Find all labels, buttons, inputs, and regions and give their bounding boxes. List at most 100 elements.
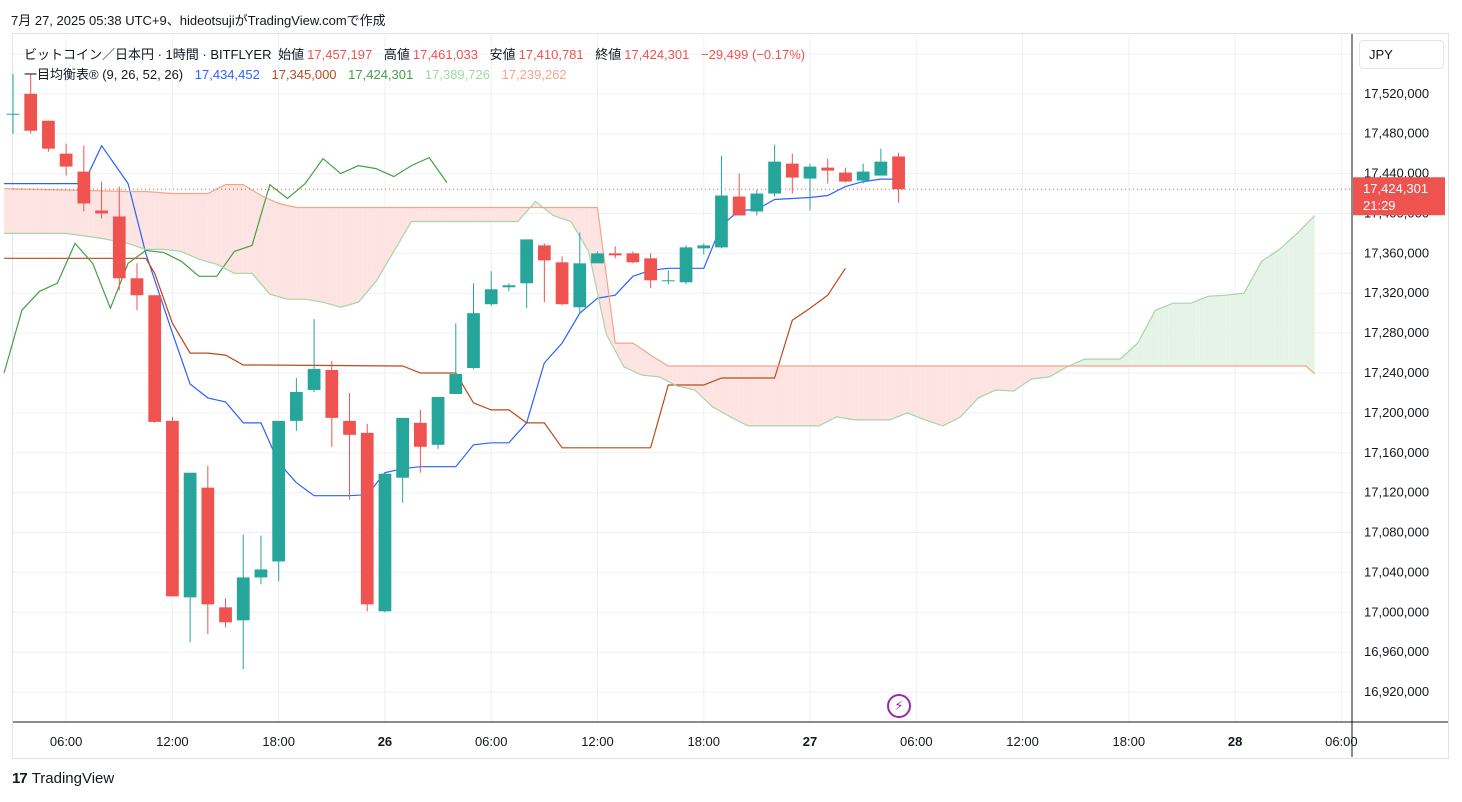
candle-body <box>537 245 551 261</box>
cloud-segment <box>1150 310 1156 367</box>
cloud-segment <box>553 207 558 217</box>
cloud-segment <box>278 203 284 298</box>
cloud-segment <box>863 366 868 420</box>
cloud-segment <box>336 207 341 308</box>
cloud-segment <box>1186 303 1191 367</box>
cloud-segment <box>1212 295 1218 367</box>
cloud-segment <box>167 193 173 251</box>
cloud-segment <box>1159 306 1165 367</box>
candle-body <box>254 569 268 578</box>
y-tick-label: 17,520,000 <box>1364 86 1429 101</box>
cloud-segment <box>579 207 585 244</box>
tenkan-value: 17,434,452 <box>194 67 260 82</box>
cloud-segment <box>1266 255 1271 367</box>
close-value: 17,424,301 <box>624 47 690 62</box>
span_b-line <box>4 184 1316 375</box>
x-tick-label: 06:00 <box>900 734 933 749</box>
y-tick-label: 17,000,000 <box>1364 604 1429 619</box>
cloud-segment <box>1137 334 1143 367</box>
candle-body <box>24 93 38 131</box>
cloud-segment <box>269 199 275 296</box>
cloud-segment <box>721 366 726 415</box>
candle-body <box>856 171 870 181</box>
cloud-segment <box>309 207 315 301</box>
cloud-segment <box>1119 355 1125 367</box>
cloud-segment <box>872 366 877 420</box>
cloud-segment <box>265 197 270 295</box>
cloud-segment <box>858 366 864 420</box>
cloud-segment <box>358 207 363 303</box>
cloud-segment <box>1084 359 1089 367</box>
cloud-segment <box>743 366 749 426</box>
lightning-event-icon[interactable]: ⚡ <box>887 694 911 718</box>
cloud-segment <box>234 184 239 274</box>
tradingview-logo[interactable]: 17 TradingView <box>12 770 114 787</box>
cloud-segment <box>1283 241 1289 367</box>
candle-body <box>803 166 817 179</box>
y-tick-label: 16,920,000 <box>1364 684 1429 699</box>
cloud-segment <box>929 366 935 423</box>
candle-body <box>626 253 640 263</box>
cloud-segment <box>752 366 757 426</box>
cloud-segment <box>221 184 226 269</box>
cloud-segment <box>787 366 793 426</box>
cloud-segment <box>495 207 501 222</box>
cloud-segment <box>393 207 399 252</box>
cloud-segment <box>331 207 337 306</box>
cloud-segment <box>920 366 926 420</box>
candle-body <box>591 253 604 264</box>
cloud-segment <box>105 191 111 241</box>
cloud-segment <box>1133 343 1138 367</box>
ohlc-legend-row: ビットコイン／日本円 · 1時間 · BITFLYER 始値 17,457,197… <box>24 45 808 65</box>
cloud-segment <box>779 366 784 426</box>
cloud-segment <box>761 366 766 426</box>
cloud-segment <box>632 343 638 374</box>
y-tick-label: 17,440,000 <box>1364 166 1429 181</box>
cloud-segment <box>486 207 492 222</box>
kijun-value: 17,345,000 <box>271 67 337 82</box>
cloud-segment <box>951 366 957 422</box>
candle-body <box>484 289 498 305</box>
cloud-segment <box>380 207 385 274</box>
cloud-segment <box>681 366 687 388</box>
cloud-segment <box>1044 366 1050 378</box>
cloud-segment <box>1305 219 1311 370</box>
price-tag-value: 17,424,301 <box>1363 181 1428 196</box>
cloud-segment <box>1270 252 1275 367</box>
cloud-segment <box>504 207 509 222</box>
cloud-segment <box>690 366 695 390</box>
cloud-segment <box>1257 261 1262 367</box>
cloud-segment <box>252 190 257 279</box>
cloud-segment <box>880 366 886 420</box>
cloud-segment <box>1142 326 1147 367</box>
symbol-label[interactable]: ビットコイン／日本円 · 1時間 · BITFLYER <box>24 47 272 62</box>
cloud-segment <box>739 366 744 424</box>
cloud-segment <box>898 366 904 417</box>
cloud-segment <box>181 193 186 254</box>
chart-frame[interactable] <box>12 33 1449 759</box>
cloud-segment <box>1013 366 1019 391</box>
cloud-segment <box>748 366 753 426</box>
candle-body <box>272 420 286 562</box>
cloud-segment <box>668 366 673 384</box>
cloud-segment <box>770 366 775 426</box>
cloud-segment <box>938 366 943 426</box>
candle-body <box>290 391 303 421</box>
cloud-segment <box>916 366 921 419</box>
chart-legend: ビットコイン／日本円 · 1時間 · BITFLYER 始値 17,457,197… <box>24 45 808 85</box>
cloud-segment <box>508 207 514 222</box>
currency-selector[interactable]: JPY <box>1359 40 1444 69</box>
cloud-segment <box>384 207 390 267</box>
y-tick-label: 17,120,000 <box>1364 485 1429 500</box>
cloud-segment <box>451 207 456 222</box>
indicator-name[interactable]: 一目均衡表® (9, 26, 52, 26) <box>24 67 184 82</box>
cloud-segment <box>995 366 1001 391</box>
y-tick-label: 17,480,000 <box>1364 126 1429 141</box>
cloud-segment <box>1230 294 1236 367</box>
candle-body <box>236 577 250 621</box>
candle-body <box>413 422 427 447</box>
cloud-segment <box>287 205 292 300</box>
tenkan-line <box>4 144 899 497</box>
cloud-segment <box>960 366 966 417</box>
